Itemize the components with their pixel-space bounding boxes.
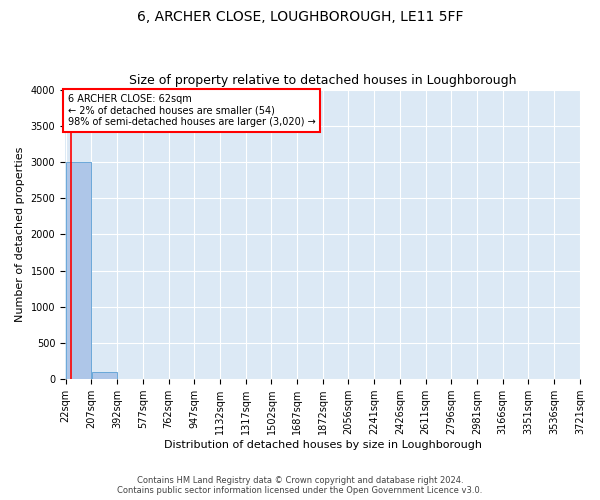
Text: Contains HM Land Registry data © Crown copyright and database right 2024.
Contai: Contains HM Land Registry data © Crown c… xyxy=(118,476,482,495)
Title: Size of property relative to detached houses in Loughborough: Size of property relative to detached ho… xyxy=(129,74,517,87)
X-axis label: Distribution of detached houses by size in Loughborough: Distribution of detached houses by size … xyxy=(164,440,482,450)
Bar xyxy=(92,372,117,379)
Bar xyxy=(66,162,91,379)
Text: 6, ARCHER CLOSE, LOUGHBOROUGH, LE11 5FF: 6, ARCHER CLOSE, LOUGHBOROUGH, LE11 5FF xyxy=(137,10,463,24)
Y-axis label: Number of detached properties: Number of detached properties xyxy=(15,146,25,322)
Text: 6 ARCHER CLOSE: 62sqm
← 2% of detached houses are smaller (54)
98% of semi-detac: 6 ARCHER CLOSE: 62sqm ← 2% of detached h… xyxy=(68,94,316,127)
